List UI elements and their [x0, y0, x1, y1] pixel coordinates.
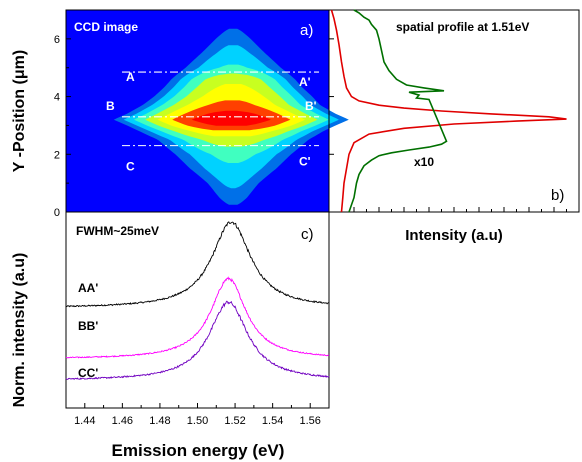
spatial-profile-panel: spatial profile at 1.51eV x10 b) Intensi… — [328, 9, 580, 244]
cut-end-label-b: B' — [305, 99, 317, 113]
norm-intensity-axis-title: Norm. intensity (a.u) — [11, 253, 28, 408]
spatial-profile-ticks — [328, 38, 580, 213]
fwhm-annotation: FWHM~25meV — [76, 224, 159, 238]
y-tick-label: 0 — [54, 207, 60, 219]
spectra-frame — [65, 211, 330, 409]
ccd-image-panel: A A' B B' C C' CCD image a) 0 2 4 6 Y -Position … — [11, 9, 349, 219]
energy-tick-label: 1.48 — [149, 415, 170, 427]
panel-b-tag: b) — [551, 187, 564, 204]
y-position-axis-title: Y -Position (μm) — [11, 50, 28, 172]
energy-tick-label: 1.44 — [74, 415, 95, 427]
energy-tick-label: 1.50 — [187, 415, 208, 427]
y-tick-label: 2 — [54, 149, 60, 161]
y-tick-label: 6 — [54, 34, 60, 46]
cut-start-label-b: B — [106, 99, 115, 113]
cut-start-label-c: C — [126, 160, 135, 174]
x10-annotation: x10 — [414, 155, 434, 169]
energy-tick-label: 1.46 — [112, 415, 133, 427]
cut-start-label-a: A — [126, 70, 135, 84]
cut-end-label-a: A' — [299, 75, 311, 89]
trace-label-bb: BB' — [78, 319, 98, 333]
cut-lines: A A' B B' C C' — [106, 70, 319, 174]
energy-tick-label: 1.54 — [262, 415, 283, 427]
intensity-axis-title: Intensity (a.u) — [405, 227, 503, 244]
spatial-profile-series — [330, 9, 567, 213]
energy-axis-title: Emission energy (eV) — [112, 441, 285, 460]
ccd-image-title: CCD image — [74, 20, 138, 34]
energy-tick-label: 1.52 — [224, 415, 245, 427]
spatial-profile-title: spatial profile at 1.51eV — [396, 20, 529, 34]
spectra-panel: 1.44 1.46 1.48 1.50 1.52 1.54 1.56 FWHM~25meV … — [11, 211, 330, 460]
profile-line-main — [330, 9, 567, 213]
trace-label-aa: AA' — [78, 281, 98, 295]
ccd-intensity-map — [113, 28, 349, 205]
energy-axis-ticks: 1.44 1.46 1.48 1.50 1.52 1.54 1.56 — [65, 403, 330, 427]
y-tick-label: 4 — [54, 92, 60, 104]
spectrum-line-aa — [65, 221, 330, 308]
spectrum-line-bb — [65, 276, 330, 359]
panel-a-tag: a) — [300, 22, 313, 39]
intensity-contour-7 — [191, 110, 271, 126]
profile-line-x10 — [348, 9, 448, 213]
trace-label-cc: CC' — [78, 366, 98, 380]
cut-end-label-c: C' — [299, 155, 311, 169]
spectra-series — [65, 221, 330, 381]
energy-tick-label: 1.56 — [300, 415, 321, 427]
panel-c-tag: c) — [301, 226, 314, 243]
spectrum-line-cc — [65, 300, 330, 381]
